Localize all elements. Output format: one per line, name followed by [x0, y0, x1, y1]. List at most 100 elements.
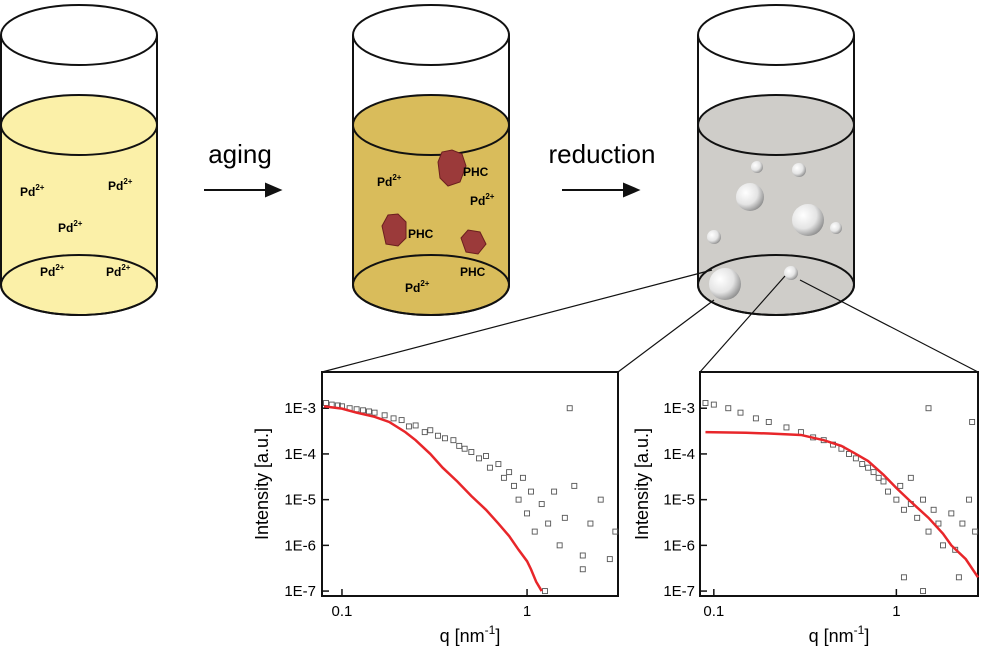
data-point: [783, 424, 790, 431]
data-point: [752, 415, 759, 422]
data-point: [930, 506, 937, 513]
ion-base: Pd: [405, 281, 420, 295]
y-axis-label: Intensity [a.u.]: [632, 428, 652, 540]
data-point: [519, 474, 526, 481]
data-point: [925, 528, 932, 535]
beaker: [0, 4, 158, 316]
data-point: [900, 574, 907, 581]
y-tick-label: 1E-5: [663, 492, 695, 509]
ion-label: Pd2+: [40, 263, 65, 279]
data-point: [880, 478, 887, 485]
ion-label: Pd2+: [58, 219, 83, 235]
particles: [707, 161, 842, 300]
data-point: [450, 437, 457, 444]
y-tick-label: 1E-6: [663, 537, 695, 554]
data-point: [875, 474, 882, 481]
data-point: [468, 449, 475, 455]
data-point: [948, 510, 955, 517]
data-point: [566, 405, 573, 412]
ion-charge: 2+: [392, 173, 401, 182]
ion-charge: 2+: [73, 219, 82, 228]
data-point: [969, 419, 976, 425]
x-axis-label: q [nm-1]: [809, 623, 870, 646]
cluster-label: PHC: [463, 165, 489, 179]
ion-charge: 2+: [420, 279, 429, 288]
data-point: [900, 506, 907, 513]
data-point: [935, 520, 942, 527]
data-point: [390, 415, 397, 422]
beaker: [697, 4, 855, 316]
data-point: [972, 528, 979, 535]
chart: 1E-3 1E-4 1E-5 1E-6 1E-7 0.1 1 Intensity [a.u.]…: [252, 371, 619, 646]
data-point: [940, 542, 946, 549]
x-tick-label: 1: [892, 603, 900, 620]
step-label: reduction: [549, 139, 656, 169]
data-point: [551, 488, 558, 495]
y-tick-label: 1E-5: [284, 492, 316, 509]
x-axis-label: q [nm-1]: [440, 623, 501, 646]
data-point: [483, 453, 489, 459]
ion-charge: 2+: [35, 183, 44, 192]
data-point: [865, 464, 872, 471]
data-point: [966, 496, 972, 503]
fit-line: [705, 430, 980, 579]
data-point: [702, 400, 709, 406]
data-point: [412, 422, 419, 429]
y-tick-label: 1E-6: [284, 537, 316, 554]
ion-label: Pd2+: [377, 173, 402, 189]
data-point: [612, 528, 619, 535]
x-tick-label: 1: [523, 603, 531, 620]
x-axis-label-close: ]: [864, 626, 869, 646]
data-point: [870, 469, 877, 476]
x-axis-label-sup: -1: [485, 623, 496, 637]
data-point: [859, 461, 866, 468]
ion-base: Pd: [377, 175, 392, 189]
data-point: [405, 423, 412, 430]
data-point: [538, 501, 545, 508]
data-point: [542, 588, 548, 595]
data-point: [725, 405, 732, 412]
data-point: [528, 488, 534, 495]
x-axis-label-sup: -1: [854, 623, 865, 637]
data-point: [515, 496, 522, 503]
chart: 1E-3 1E-4 1E-5 1E-6 1E-7 0.1 1 Intensity [a.u.]…: [632, 371, 980, 646]
data-point: [925, 405, 932, 412]
data-point: [765, 419, 772, 425]
data-point: [587, 520, 594, 527]
data-point: [710, 401, 717, 408]
data-point: [897, 482, 904, 489]
data-point: [597, 496, 604, 503]
y-tick-label: 1E-4: [284, 446, 316, 463]
data-point: [556, 542, 563, 549]
plot-area: [321, 371, 619, 597]
ion-label: Pd2+: [405, 279, 430, 295]
data-point: [579, 566, 586, 573]
zoom-lines: [321, 269, 979, 373]
ion-base: Pd: [106, 265, 121, 279]
beaker: [352, 4, 510, 316]
data-point: [561, 514, 568, 521]
y-tick-label: 1E-7: [284, 583, 316, 600]
y-tick-label: 1E-7: [663, 583, 695, 600]
data-point: [495, 461, 502, 468]
data-point: [434, 432, 441, 439]
x-axis-label-text: q [nm: [440, 626, 485, 646]
ion-base: Pd: [20, 185, 35, 199]
data-point: [461, 445, 468, 452]
step-label: aging: [208, 139, 272, 169]
ion-base: Pd: [58, 221, 73, 235]
data-point: [506, 469, 513, 476]
x-tick-label: 0.1: [332, 603, 353, 620]
data-point: [360, 407, 367, 414]
data-point: [920, 588, 926, 595]
data-point: [500, 474, 507, 481]
ion-charge: 2+: [485, 192, 494, 201]
data-point: [955, 574, 962, 581]
data-point: [579, 552, 586, 559]
data-point: [920, 496, 926, 503]
ion-label: Pd2+: [108, 177, 133, 193]
data-point: [427, 427, 434, 434]
data-point: [441, 435, 448, 442]
ion-base: Pd: [470, 194, 485, 208]
